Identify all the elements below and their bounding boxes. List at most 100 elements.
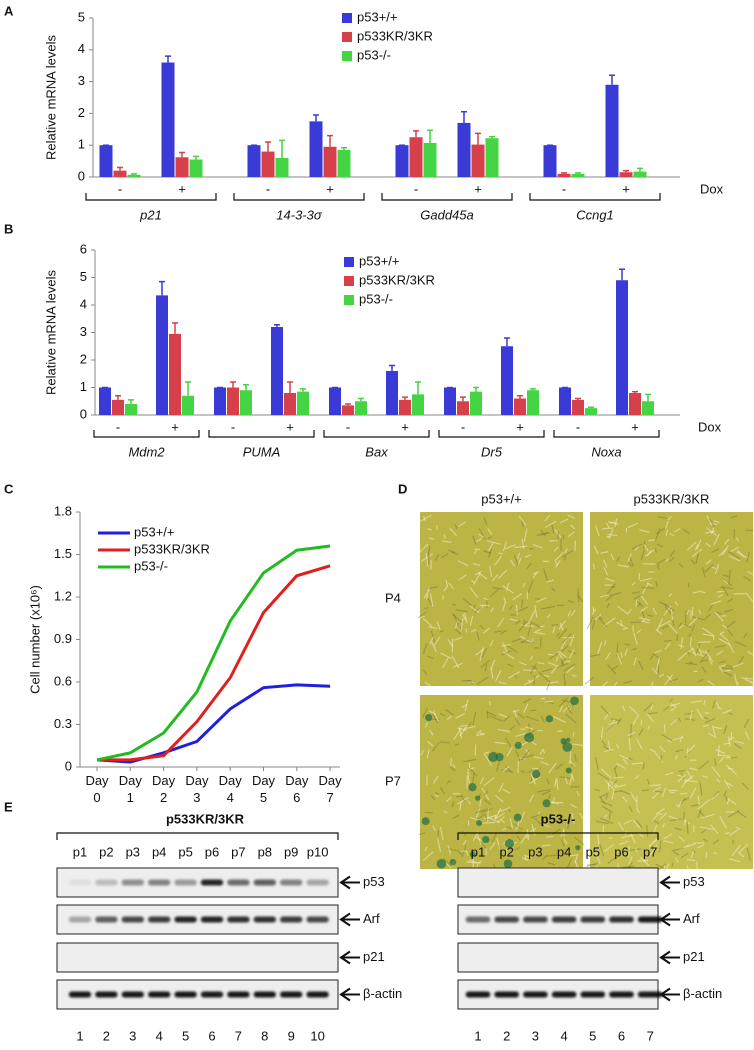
cell: [452, 613, 463, 624]
cell: [427, 528, 432, 531]
cell: [418, 616, 425, 619]
cell: [551, 587, 556, 592]
bar: [337, 149, 351, 177]
cell: [481, 821, 496, 824]
cell: [610, 553, 615, 561]
cell: [619, 840, 629, 846]
cell: [528, 620, 542, 628]
cell: [657, 558, 666, 565]
cell: [528, 610, 536, 623]
cell: [627, 608, 632, 615]
cell: [430, 795, 436, 800]
y-tick-label: 0: [80, 406, 87, 421]
cell: [568, 599, 575, 604]
group-bracket: [208, 430, 315, 438]
x-tick-label: -: [461, 419, 465, 434]
cell: [577, 588, 580, 603]
cell: [701, 828, 707, 834]
band: [523, 991, 548, 998]
bar: [182, 395, 194, 415]
y-tick-label: 1: [78, 137, 85, 152]
legend-label: p53+/+: [134, 524, 175, 539]
lane-number: 3: [532, 1028, 539, 1043]
stained-cell: [524, 732, 535, 743]
cell: [497, 617, 505, 628]
cell: [454, 636, 463, 641]
band-label: p21: [683, 949, 705, 964]
cell: [662, 822, 666, 828]
cell: [611, 665, 619, 671]
line: [97, 564, 331, 762]
cell: [571, 674, 577, 677]
legend-label: p533KR/3KR: [357, 28, 433, 43]
cell: [614, 784, 627, 788]
cell: [551, 812, 556, 818]
cell: [632, 591, 641, 595]
cell: [704, 530, 716, 534]
bar: [284, 393, 296, 415]
cell: [484, 814, 497, 820]
error-bar: [358, 397, 364, 402]
arrow: [659, 912, 680, 927]
cell: [617, 564, 629, 568]
cell: [694, 544, 699, 551]
cell: [711, 766, 721, 778]
cell: [564, 548, 568, 554]
legend-swatch: [344, 295, 354, 305]
cell: [649, 784, 662, 787]
cell: [585, 862, 598, 868]
cell: [686, 820, 689, 834]
cell: [549, 801, 560, 805]
cell: [707, 604, 714, 613]
cell: [563, 663, 576, 672]
cell: [688, 647, 695, 653]
x-tick-label: Day 0: [85, 773, 109, 805]
cell: [728, 712, 733, 715]
cell: [732, 662, 744, 668]
bar: [457, 401, 469, 415]
cell: [464, 699, 469, 711]
cell: [550, 665, 558, 674]
cell: [633, 657, 637, 666]
bar: [471, 144, 485, 177]
stained-cell: [449, 858, 457, 866]
cell: [672, 620, 675, 626]
group-label: Mdm2: [128, 444, 165, 459]
cell: [747, 650, 754, 657]
cell: [494, 741, 506, 745]
cell: [711, 792, 719, 800]
cell: [727, 629, 734, 637]
cell: [457, 727, 467, 731]
panel-label: A: [4, 3, 14, 18]
blot-genotype: p53-/-: [541, 811, 576, 826]
cell: [635, 599, 638, 607]
cell: [639, 856, 650, 867]
y-tick-label: 0.3: [54, 716, 72, 731]
cell: [727, 810, 740, 818]
cell: [665, 771, 674, 776]
cell: [502, 585, 514, 594]
cell: [723, 579, 729, 585]
cell: [649, 652, 655, 660]
group-label: PUMA: [243, 444, 281, 459]
cell: [614, 518, 618, 527]
cell: [745, 529, 754, 532]
bar: [444, 387, 456, 415]
cell: [705, 852, 708, 858]
x-tick-label: +: [178, 181, 186, 196]
group-label: Ccng1: [576, 207, 614, 222]
cell: [439, 629, 444, 633]
cell: [726, 797, 730, 805]
bar: [572, 399, 584, 415]
arrow: [659, 875, 680, 890]
lane-label: p8: [258, 844, 272, 859]
cell: [592, 563, 595, 570]
cell: [571, 812, 575, 824]
cell: [462, 839, 467, 846]
cell: [627, 845, 630, 858]
lane-number: 9: [288, 1028, 295, 1043]
cell: [599, 792, 609, 799]
lane-number: 4: [156, 1028, 163, 1043]
cell: [551, 797, 556, 804]
